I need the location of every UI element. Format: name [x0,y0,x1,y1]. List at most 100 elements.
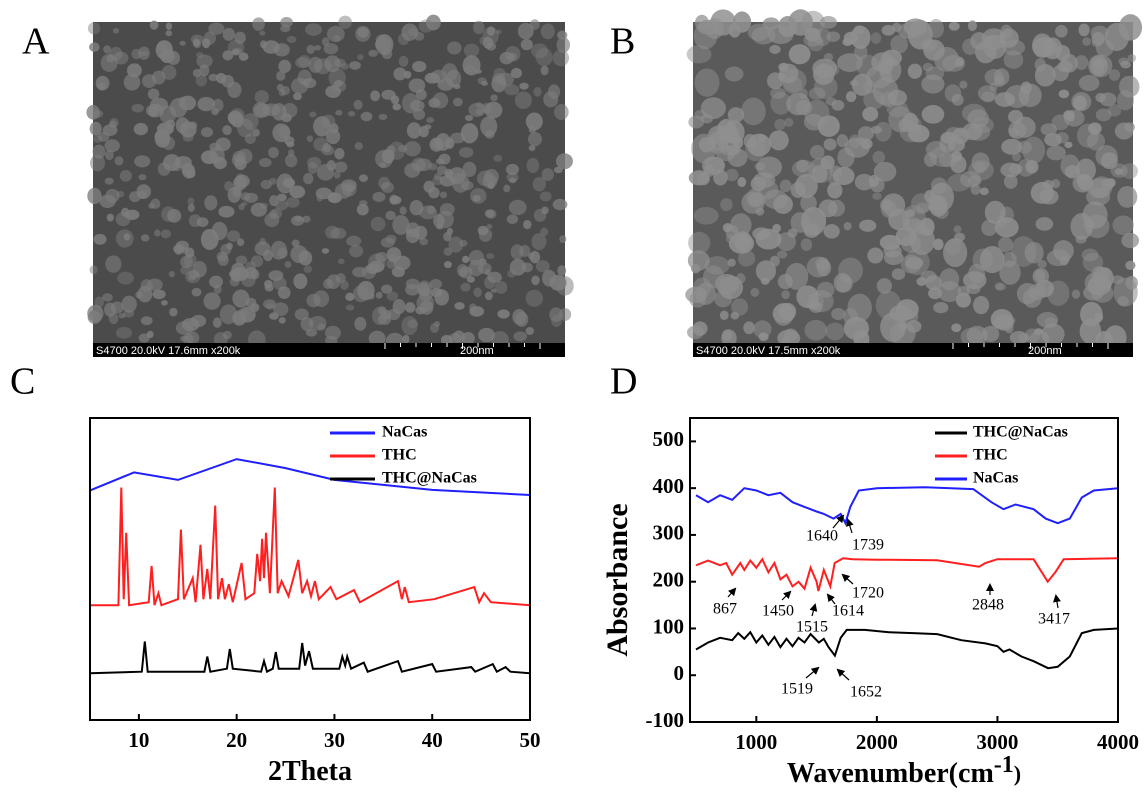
particle [693,22,718,50]
particle [439,191,448,199]
particle [755,228,782,250]
particle [372,306,388,325]
annotation-arrow [809,603,818,617]
particle [787,228,798,238]
particle [939,268,960,291]
particle [321,248,330,254]
particle [531,43,549,59]
particle [433,173,442,180]
particle [454,302,465,310]
particle [486,223,493,230]
particle [540,23,555,40]
particle [556,153,573,170]
particle [168,270,175,278]
particle [994,282,1004,291]
particle [406,122,422,139]
particle [302,215,311,223]
particle [316,194,323,202]
particle [461,332,475,345]
particle [298,54,312,68]
particle [375,291,383,299]
particle [433,214,445,228]
particle [87,22,101,35]
particle [146,330,154,338]
particle [842,38,853,47]
particle [229,276,240,287]
particle [796,159,810,173]
particle [231,48,240,55]
particle [268,177,277,185]
particle [238,203,245,211]
particle [533,86,542,97]
particle [293,273,308,290]
particle [989,82,998,92]
particle [161,300,168,306]
legend-label: THC@NaCas [382,470,477,487]
particle [737,250,756,267]
particle [215,137,231,152]
particle [1095,108,1112,122]
particle [523,219,532,230]
particle [1090,25,1109,41]
particle [290,245,308,264]
particle [386,291,399,301]
particle [105,149,114,161]
particle [370,90,380,102]
particle [313,137,329,152]
particle [850,25,871,50]
particle [222,27,236,41]
particle [119,169,132,182]
particle [226,230,241,242]
particle [409,199,424,216]
particle [289,185,306,199]
particle [268,146,279,159]
particle [807,292,824,311]
particle [907,124,930,143]
particle [777,274,793,290]
particle [1046,145,1066,161]
particle [790,181,806,198]
particle [1127,54,1137,63]
particle [1042,179,1055,190]
particle [334,161,348,173]
particle [340,280,349,290]
particle [116,190,125,198]
particle [968,263,986,284]
particle [719,310,729,320]
particle [260,40,267,49]
particle [287,149,295,157]
particle [368,330,386,347]
particle [178,96,187,104]
particle [472,194,481,202]
particle [777,72,786,82]
particle [208,22,225,35]
annotation-arrow [845,518,854,534]
particle [196,54,213,68]
y-axis-label: Absorbance [601,503,634,656]
x-axis-label-sup: -1 [994,752,1014,778]
particle [1035,217,1054,231]
particle [891,268,906,280]
x-axis-label-text: 2Theta [268,756,352,787]
particle [140,279,153,292]
particle [827,182,843,199]
annotation-arrow [781,590,792,601]
particle [1108,69,1121,81]
particle [998,236,1013,253]
particle [218,205,235,218]
particle [393,67,407,81]
annotation: 1720 [852,585,884,602]
particle [804,319,828,341]
particle [808,87,826,100]
particle [448,236,464,253]
particle [252,128,260,137]
annotation-arrow [832,514,845,529]
particle [503,184,511,193]
particle [321,145,335,156]
y-tick-label: 200 [653,568,685,592]
particle [1058,89,1070,99]
particle [407,319,418,329]
x-tick-label: 10 [128,728,149,752]
particle [464,114,474,122]
particle [222,50,234,61]
